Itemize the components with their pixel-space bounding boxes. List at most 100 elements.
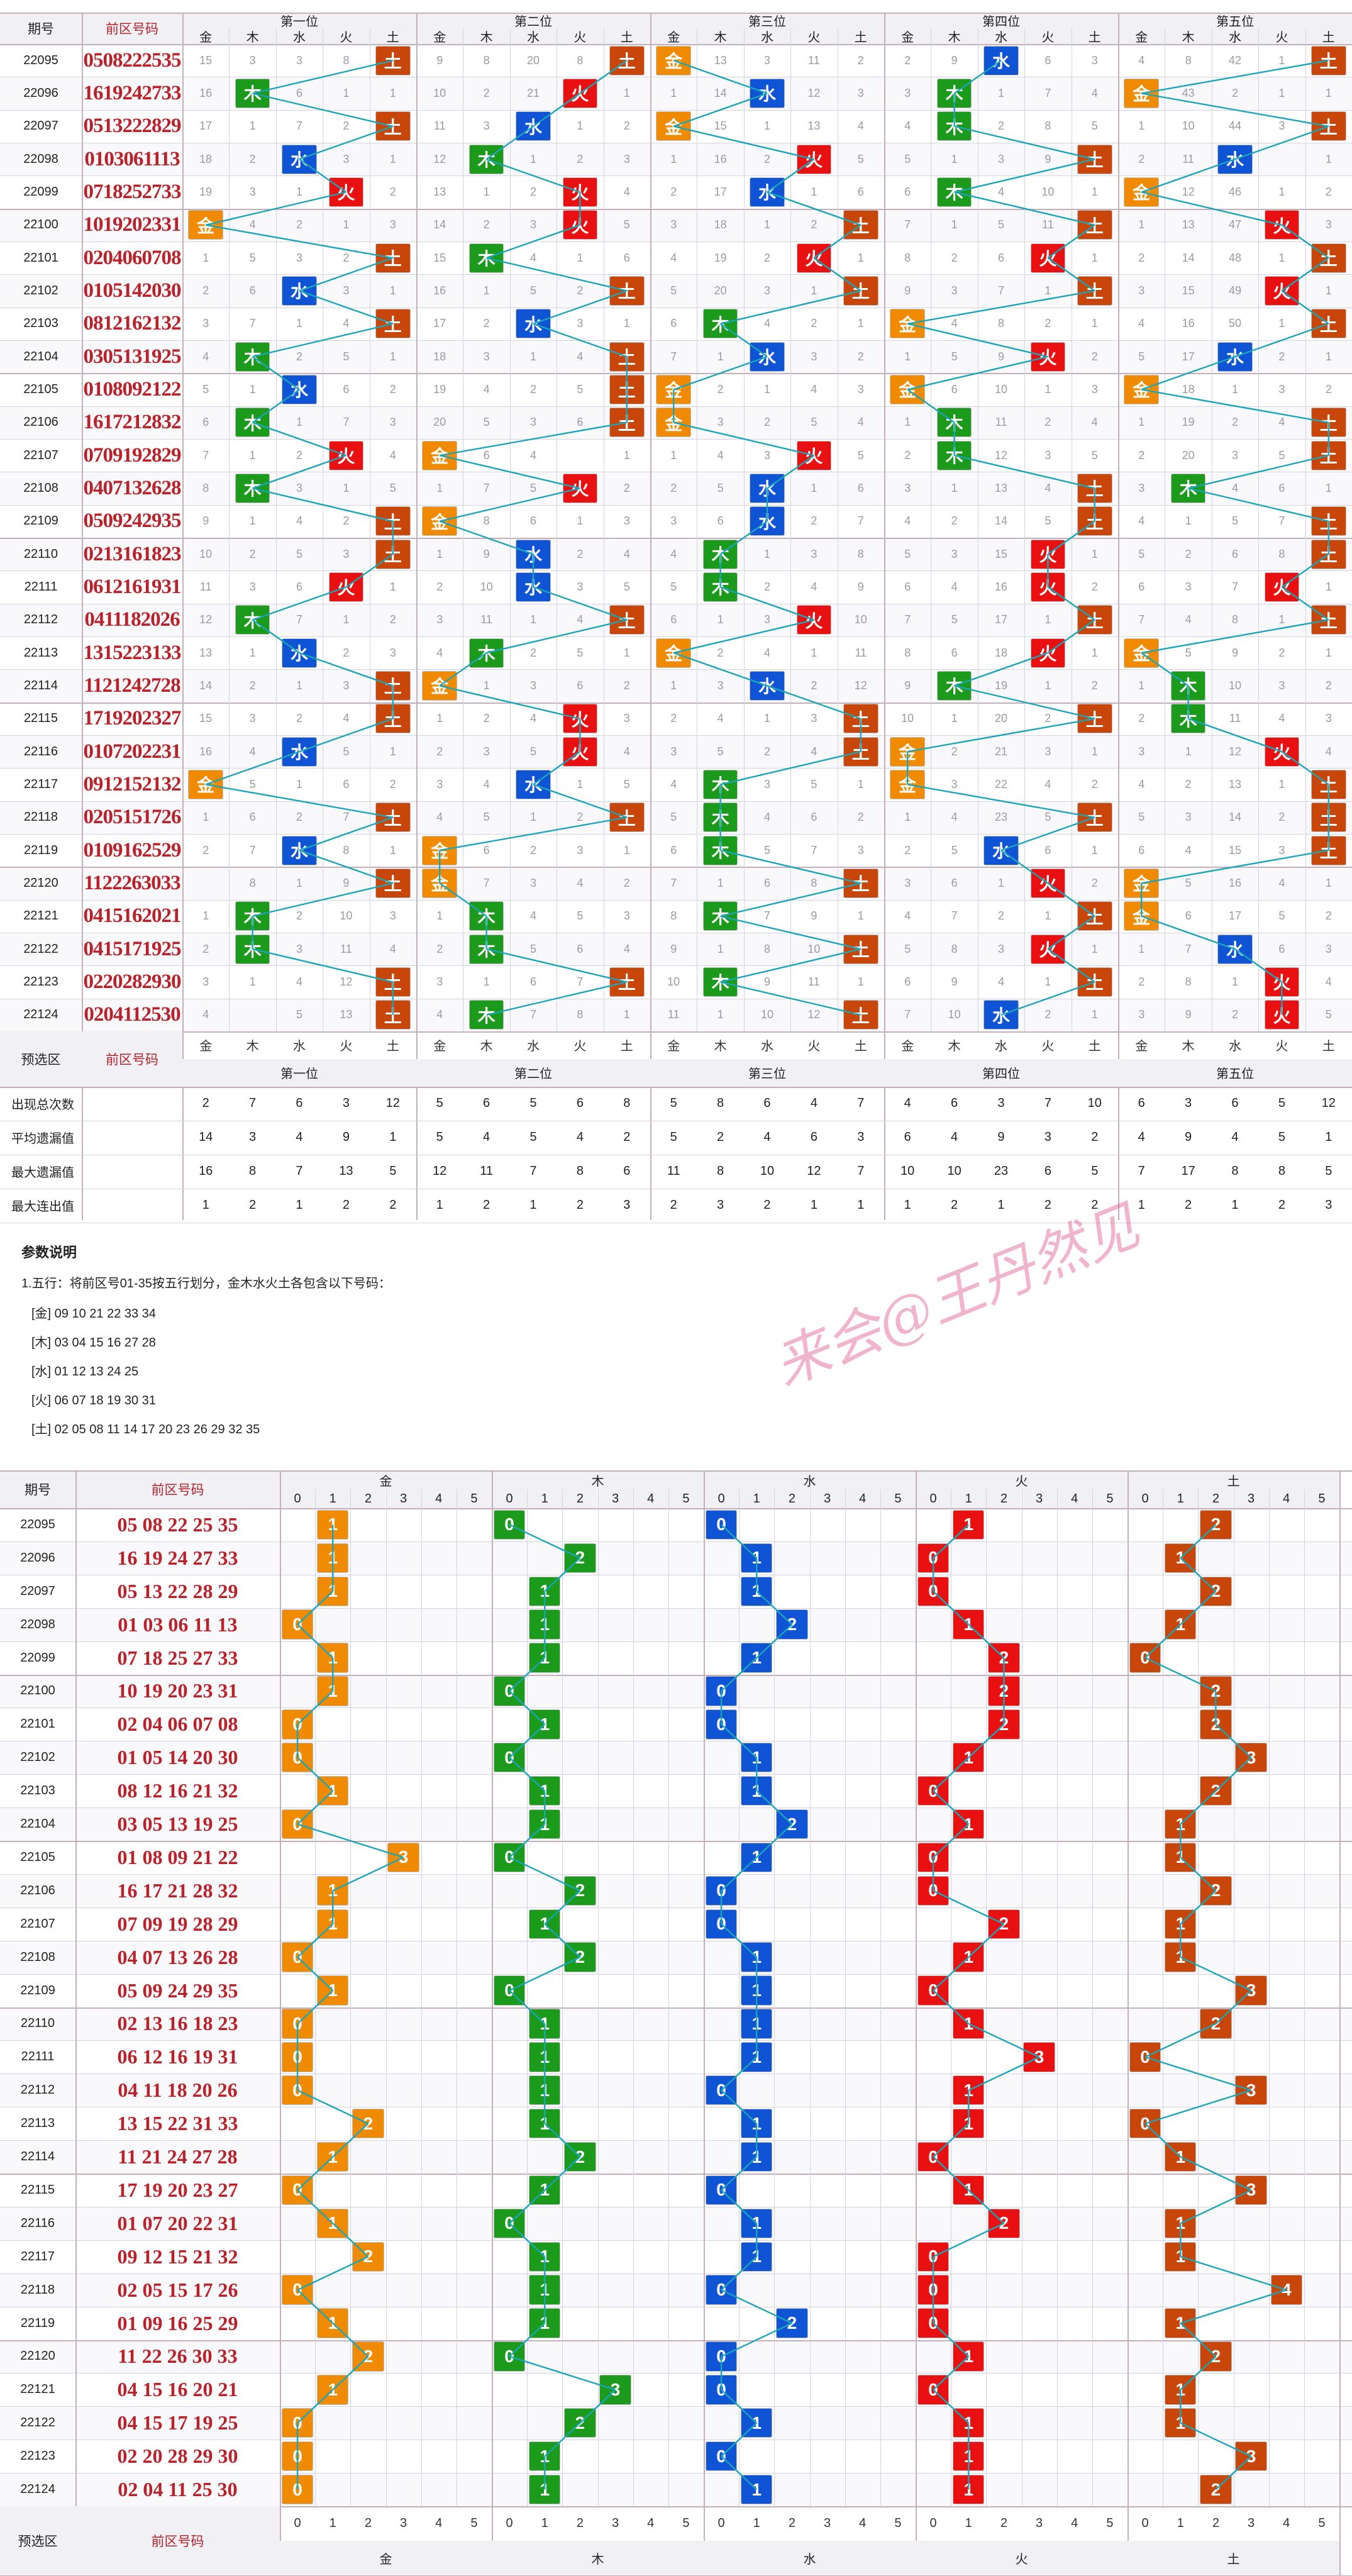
count-mark: 1 (529, 1577, 560, 1606)
count-mark: 1 (953, 1809, 984, 1839)
count-mark: 2 (565, 1943, 596, 1972)
miss-value: 23 (994, 811, 1007, 824)
element-header: 木 (229, 28, 276, 45)
miss-value: 4 (1278, 416, 1285, 429)
count-mark: 0 (494, 1743, 525, 1772)
miss-value: 2 (296, 218, 302, 231)
miss-value: 12 (807, 86, 821, 99)
miss-value: 3 (1278, 119, 1285, 133)
miss-value: 10 (340, 909, 353, 923)
count-mark: 1 (318, 1543, 348, 1573)
front-numbers: 0107202231 (83, 740, 182, 763)
miss-value: 14 (433, 218, 446, 231)
count-mark: 1 (741, 1943, 772, 1972)
count-mark: 1 (1165, 2209, 1196, 2238)
predict-element: 土 (1128, 2541, 1339, 2575)
element-mark: 金 (890, 375, 924, 404)
element-mark: 火 (1265, 1001, 1299, 1030)
count-header: 3 (1021, 1489, 1057, 1508)
count-mark: 0 (282, 2043, 313, 2072)
miss-value: 15 (714, 119, 727, 133)
element-mark: 土 (1312, 309, 1346, 338)
front-numbers: 0912152132 (83, 772, 182, 796)
miss-value: 6 (296, 580, 302, 593)
row-band (0, 1541, 1352, 1575)
element-mark: 土 (610, 46, 644, 75)
predict-element: 土 (386, 1040, 399, 1054)
count-mark: 0 (494, 1976, 525, 2005)
miss-value: 2 (763, 152, 770, 165)
miss-value: 3 (1138, 284, 1145, 297)
front-numbers: 10 19 20 23 31 (117, 1679, 238, 1702)
miss-value: 3 (904, 481, 911, 494)
miss-value: 15 (1228, 843, 1241, 857)
row-line (0, 1674, 1352, 1676)
period-label: 22113 (20, 2116, 55, 2131)
miss-value: 8 (1044, 119, 1051, 133)
miss-value: 3 (1325, 942, 1332, 955)
miss-value: 10 (760, 1008, 773, 1021)
miss-value: 1 (951, 152, 958, 165)
miss-value: 2 (1091, 350, 1098, 363)
stat-value: 9 (997, 1130, 1005, 1145)
miss-value: 3 (249, 580, 256, 593)
row-band (0, 2206, 1352, 2240)
element-mark: 金 (189, 211, 223, 240)
count-mark: 2 (777, 1809, 807, 1839)
stat-value: 5 (1325, 1164, 1333, 1179)
miss-value: 3 (997, 942, 1004, 955)
miss-value: 5 (1044, 514, 1051, 528)
miss-value: 16 (433, 284, 446, 297)
element-mark: 木 (235, 408, 270, 437)
element-header: 水 (977, 28, 1025, 45)
miss-value: 46 (1228, 185, 1241, 198)
miss-value: 6 (343, 777, 350, 791)
front-numbers: 11 21 24 27 28 (118, 2145, 238, 2168)
element-header: 木 (931, 28, 978, 45)
row-line (0, 44, 1352, 45)
count-mark: 1 (741, 1543, 772, 1573)
predict-label: 预选区 (0, 1031, 82, 1087)
stat-value: 11 (667, 1164, 680, 1179)
period-header: 期号 (0, 13, 82, 44)
miss-value: 3 (763, 777, 770, 791)
element-group-header: 土 (1128, 1470, 1339, 1489)
predict-position: 第三位 (650, 1058, 884, 1087)
element-mark: 火 (797, 243, 831, 272)
row-band (0, 2473, 1352, 2506)
miss-value: 4 (577, 350, 584, 363)
miss-value: 1 (436, 712, 443, 725)
count-mark: 2 (1200, 1677, 1231, 1706)
element-mark: 土 (376, 1001, 410, 1030)
miss-value: 7 (904, 613, 911, 626)
miss-value: 4 (1138, 53, 1145, 67)
predict-count: 0 (718, 2516, 725, 2530)
element-mark: 水 (282, 737, 316, 766)
count-mark: 3 (1236, 1743, 1266, 1772)
element-mark: 水 (516, 770, 550, 799)
miss-value: 4 (483, 777, 490, 791)
predict-count: 3 (400, 2516, 407, 2530)
miss-value: 2 (1231, 1008, 1238, 1021)
miss-value: 3 (483, 119, 490, 133)
element-group-header: 水 (704, 1470, 916, 1489)
row-band (0, 2007, 1352, 2041)
miss-value: 1 (997, 876, 1004, 889)
miss-value: 1 (296, 679, 302, 692)
block-line (280, 1470, 281, 2576)
stat-value: 7 (857, 1164, 865, 1179)
stat-value: 23 (994, 1164, 1009, 1179)
miss-value: 4 (763, 317, 770, 330)
miss-value: 5 (997, 218, 1004, 231)
element-mark: 火 (1031, 540, 1065, 569)
count-mark: 0 (917, 1876, 949, 1906)
miss-value: 1 (577, 514, 584, 528)
stat-value: 5 (1278, 1096, 1285, 1111)
miss-value: 2 (1044, 712, 1051, 725)
miss-value: 10 (433, 86, 446, 99)
row-band (0, 1874, 1352, 1907)
miss-value: 2 (343, 251, 350, 264)
predict-element: 火 (1275, 1040, 1288, 1054)
element-mark: 火 (329, 572, 363, 601)
element-mark: 土 (844, 737, 878, 766)
